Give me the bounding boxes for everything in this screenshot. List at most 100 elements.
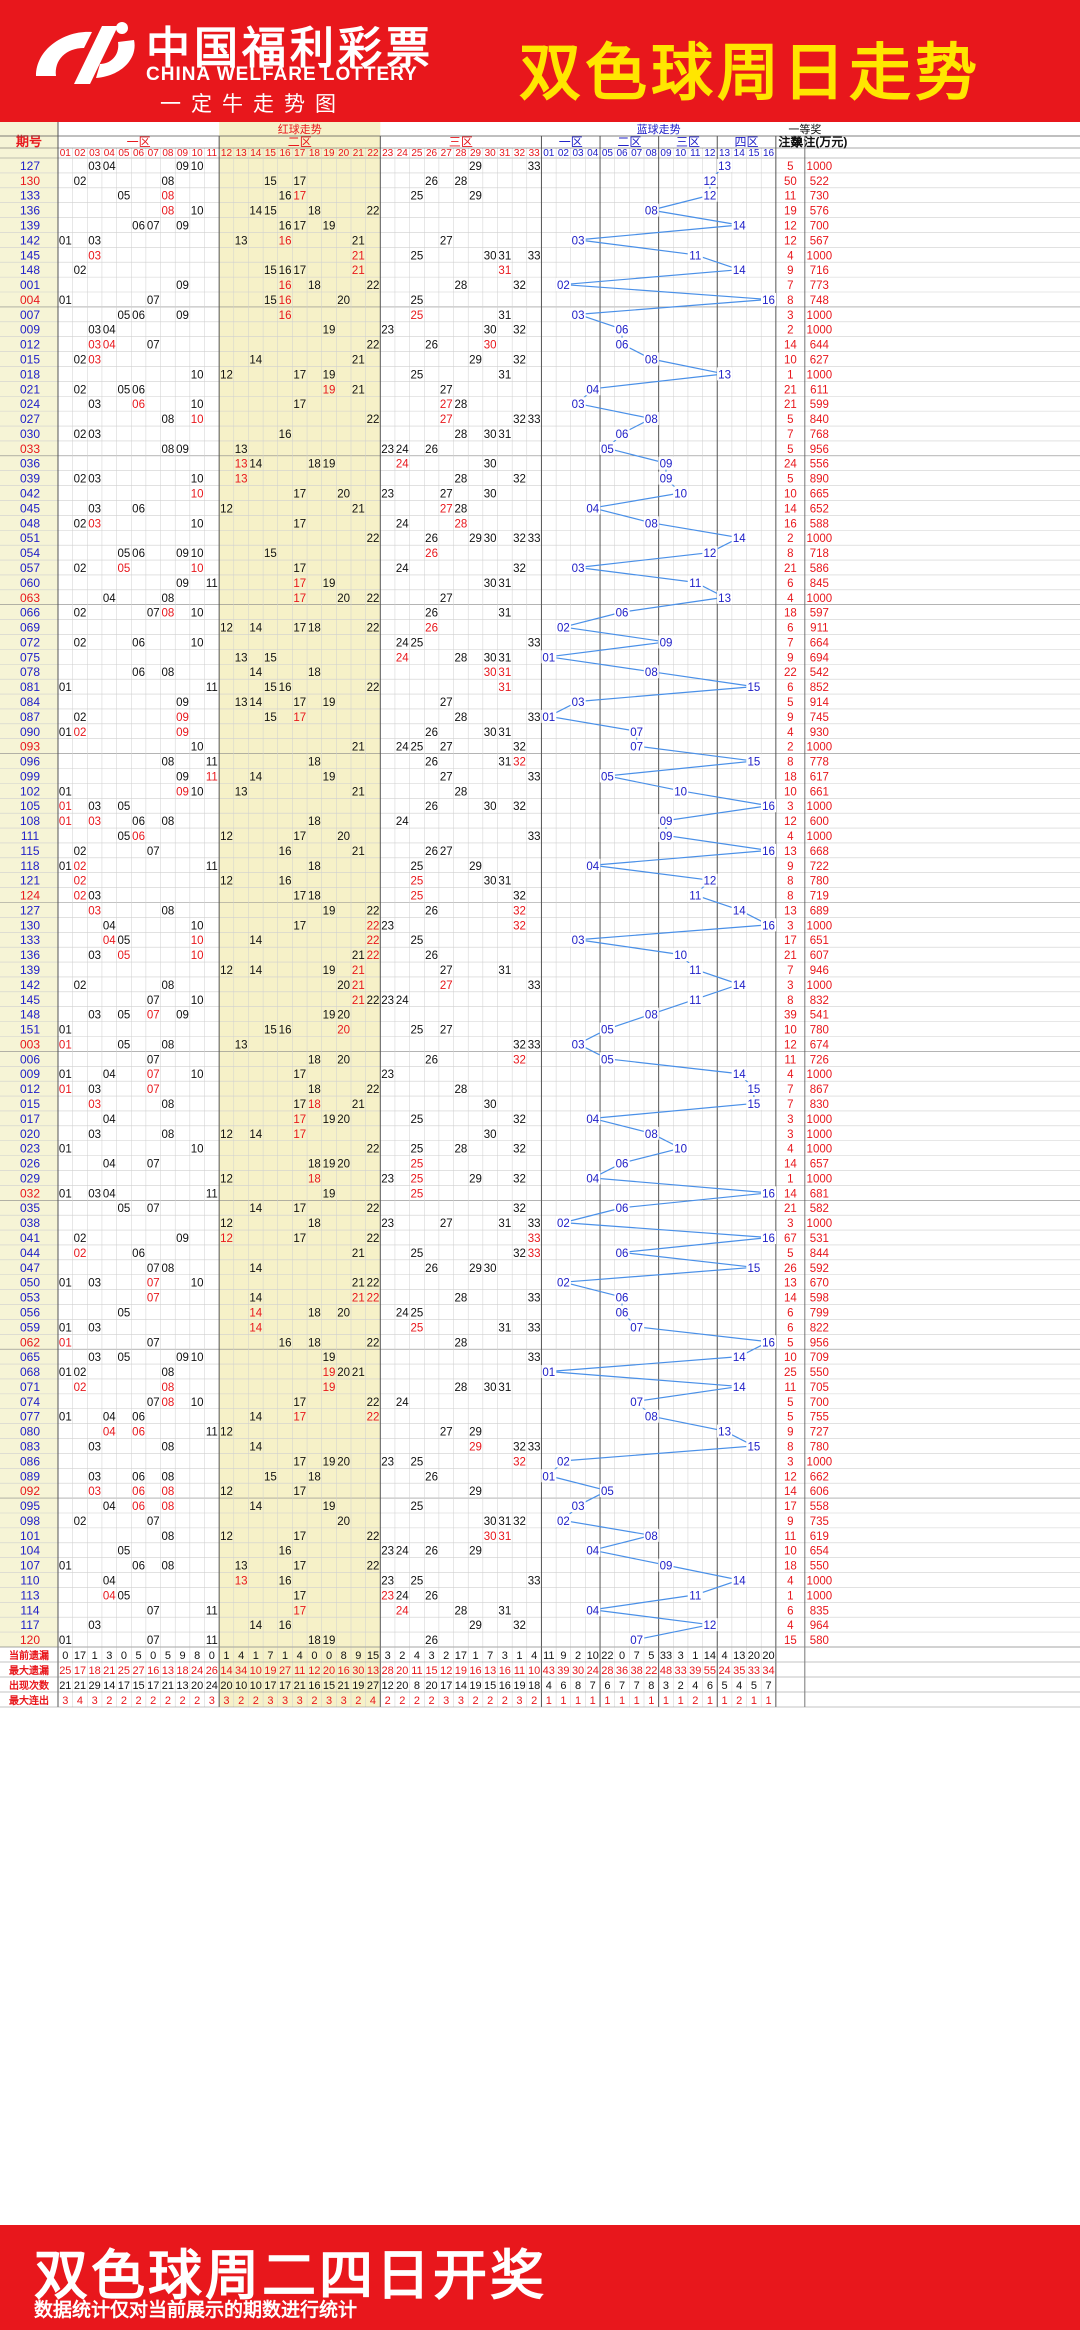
stats-red-value: 34 [235,1665,247,1677]
red-ball: 22 [367,935,380,947]
winners-count: 5 [787,444,793,456]
prize-amount: 664 [810,637,830,649]
red-ball: 32 [513,757,526,769]
prize-amount: 567 [810,235,829,247]
blue-ball: 15 [747,1263,760,1275]
blue-ball: 04 [586,1114,599,1126]
stats-red-value: 4 [77,1695,83,1707]
blue-ball: 16 [762,1337,775,1349]
red-ball: 14 [249,355,262,367]
blue-ball-bg [599,441,615,455]
red-number-header: 10 [192,148,204,159]
blue-ball: 06 [616,1159,629,1171]
red-ball: 03 [88,474,101,486]
blue-ball: 08 [645,1010,658,1022]
prize-amount: 661 [810,786,829,798]
red-ball: 31 [498,757,511,769]
red-ball: 18 [308,816,321,828]
red-ball: 03 [88,1620,101,1632]
stats-blue-value: 7 [765,1680,771,1692]
blue-ball-bg [585,1171,601,1185]
stats-blue-value: 6 [604,1680,610,1692]
red-ball: 03 [88,518,101,530]
red-ball: 33 [528,712,541,724]
red-ball: 15 [264,265,277,277]
red-ball: 18 [308,1173,321,1185]
red-ball: 06 [132,1501,145,1513]
stats-red-value: 19 [352,1680,364,1692]
winners-count: 8 [787,876,793,888]
red-ball: 33 [528,1575,541,1587]
period-label: 030 [20,427,40,441]
blue-ball: 02 [557,1516,570,1528]
red-ball: 31 [498,310,511,322]
red-ball: 18 [308,1054,321,1066]
period-label: 127 [20,159,40,173]
red-ball: 09 [176,548,189,560]
blue-ball: 13 [718,369,731,381]
red-ball: 05 [118,191,131,203]
red-ball: 29 [469,191,482,203]
red-ball: 17 [293,221,306,233]
red-ball: 10 [191,518,204,530]
blue-ball: 07 [630,1397,643,1409]
red-ball: 20 [337,1516,350,1528]
red-ball: 09 [176,712,189,724]
winners-count: 6 [787,623,793,635]
red-ball: 03 [88,1352,101,1364]
stats-red-value: 1 [282,1650,288,1662]
stats-red-value: 3 [516,1695,522,1707]
red-ball: 27 [440,1025,453,1037]
red-ball: 19 [323,1352,336,1364]
prize-amount: 665 [810,489,829,501]
blue-zone-header: 四区 [735,135,759,149]
red-ball: 20 [337,1010,350,1022]
prize-amount: 681 [810,1188,829,1200]
stats-red-value: 21 [59,1680,71,1692]
period-label: 080 [20,1425,40,1439]
stats-red-value: 1 [92,1650,98,1662]
winners-count: 13 [784,846,797,858]
stats-red-value: 4 [531,1650,537,1662]
red-ball: 27 [440,1427,453,1439]
red-ball: 10 [191,1278,204,1290]
prize-amount: 727 [810,1427,829,1439]
winners-count: 5 [787,1248,793,1260]
red-ball: 33 [528,1441,541,1453]
red-ball: 32 [513,1203,526,1215]
red-ball: 23 [381,1575,394,1587]
blue-ball-bg [702,873,718,887]
red-ball: 26 [425,1546,438,1558]
stats-red-value: 9 [179,1650,185,1662]
red-ball: 07 [147,1397,160,1409]
red-ball: 18 [308,1159,321,1171]
stats-red-value: 4 [238,1650,244,1662]
winners-count: 21 [784,563,797,575]
blue-ball: 03 [572,235,585,247]
stats-red-value: 13 [176,1680,188,1692]
red-ball: 23 [381,325,394,337]
prize-amount: 611 [810,384,828,396]
blue-ball: 12 [704,548,717,560]
red-ball: 24 [396,652,409,664]
red-number-header: 16 [280,148,292,159]
winners-count: 14 [784,1486,797,1498]
blue-number-header: 16 [763,148,775,159]
stats-red-value: 20 [191,1680,203,1692]
red-ball: 07 [147,295,160,307]
period-label: 069 [20,621,40,635]
red-ball: 30 [484,1263,497,1275]
red-ball: 05 [118,1352,131,1364]
red-ball: 10 [191,608,204,620]
red-ball: 22 [367,1203,380,1215]
period-label: 035 [20,1201,40,1215]
red-ball: 03 [88,1129,101,1141]
prize-amount: 541 [810,1010,829,1022]
stats-red-value: 11 [514,1665,525,1677]
stats-blue-value: 1 [619,1695,625,1707]
red-ball: 30 [484,727,497,739]
winners-count: 1 [787,1173,793,1185]
red-ball: 31 [498,1531,511,1543]
blue-ball-bg [702,173,718,187]
red-ball: 26 [425,1590,438,1602]
